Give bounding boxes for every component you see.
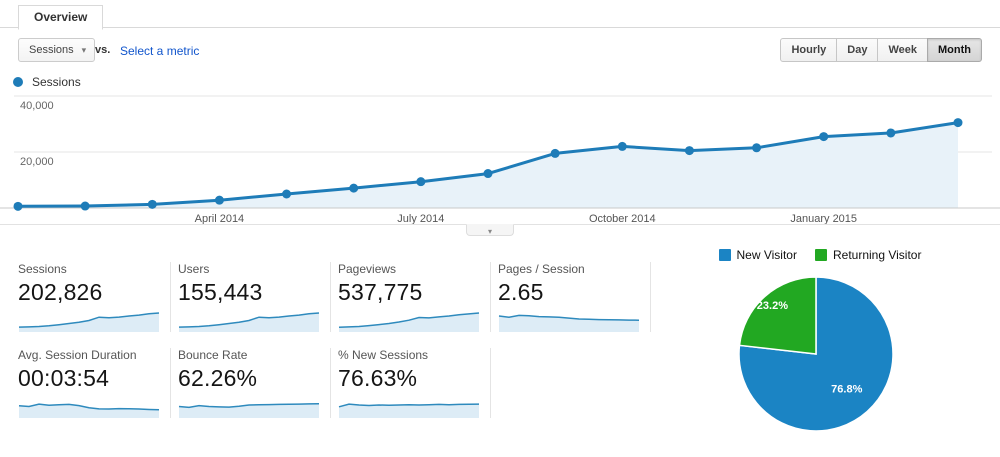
- metric-card-label: Pageviews: [338, 262, 397, 276]
- pie-slice-new-visitor[interactable]: [738, 276, 894, 432]
- x-axis-tick-label: January 2015: [790, 213, 857, 224]
- legend-label: Returning Visitor: [832, 248, 922, 262]
- metric-sparkline: [338, 312, 480, 332]
- legend-label: New Visitor: [736, 248, 797, 262]
- y-axis-tick-label: 20,000: [20, 156, 54, 168]
- chart-series-legend: Sessions: [13, 75, 81, 89]
- pie-legend: New Visitor Returning Visitor: [640, 248, 1000, 262]
- chart-point-dec-2014[interactable]: [752, 143, 762, 153]
- chart-point-feb-2015[interactable]: [886, 128, 896, 138]
- metric-card-sessions[interactable]: Sessions 202,826: [18, 262, 160, 334]
- metric-card-bounce-rate[interactable]: Bounce Rate 62.26%: [178, 348, 320, 420]
- chart-point-jan-2014[interactable]: [13, 201, 23, 211]
- metric-card-value: 76.63%: [338, 365, 418, 391]
- metric-card-value: 537,775: [338, 279, 423, 305]
- x-axis-tick-label: October 2014: [589, 213, 656, 224]
- pie-legend-entry-returning-visitor: Returning Visitor: [814, 248, 922, 262]
- card-divider: [330, 348, 331, 418]
- metric-sparkline: [18, 312, 160, 332]
- metric-card-value: 202,826: [18, 279, 103, 305]
- chart-point-jun-2014[interactable]: [349, 183, 359, 193]
- chart-point-jan-2015[interactable]: [819, 132, 829, 142]
- granularity-button-day[interactable]: Day: [836, 38, 879, 62]
- granularity-button-hourly[interactable]: Hourly: [780, 38, 838, 62]
- chart-point-feb-2014[interactable]: [80, 201, 90, 211]
- card-divider: [490, 262, 491, 332]
- sessions-line-chart: 20,000 40,000 April 2014 July 2014 October 2…: [0, 95, 1000, 224]
- metric-card-label: Bounce Rate: [178, 348, 248, 362]
- card-divider: [490, 348, 491, 418]
- chart-point-may-2014[interactable]: [282, 189, 292, 199]
- tabbar-divider: [0, 27, 1000, 28]
- metric-sparkline: [338, 403, 480, 418]
- chart-point-aug-2014[interactable]: [483, 169, 493, 179]
- toolbar: Sessions ▾ vs. Select a metric Hourly Day…: [0, 36, 1000, 64]
- metric-card-pages-session[interactable]: Pages / Session 2.65: [498, 262, 640, 334]
- chart-point-jul-2014[interactable]: [416, 177, 426, 187]
- metric-card-users[interactable]: Users 155,443: [178, 262, 320, 334]
- pie-slice-percentage-label: 76.8%: [831, 383, 862, 395]
- chevron-down-icon: ▾: [487, 227, 492, 236]
- chart-point-mar-2014[interactable]: [147, 199, 157, 209]
- metric-card-label: Pages / Session: [498, 262, 585, 276]
- metric-card-label: Sessions: [18, 262, 67, 276]
- vs-label: vs.: [95, 44, 111, 56]
- metric-card--new-sessions[interactable]: % New Sessions 76.63%: [338, 348, 480, 420]
- granularity-button-month[interactable]: Month: [927, 38, 982, 62]
- card-divider: [330, 262, 331, 332]
- card-divider: [650, 262, 651, 332]
- select-a-metric-link[interactable]: Select a metric: [120, 44, 200, 58]
- metric-card-value: 62.26%: [178, 365, 258, 391]
- chart-point-oct-2014[interactable]: [617, 141, 627, 151]
- chart-point-sep-2014[interactable]: [550, 148, 560, 158]
- card-divider: [170, 348, 171, 418]
- metric-sparkline: [498, 314, 640, 332]
- sessions-series-label: Sessions: [32, 75, 81, 89]
- pie-slice-returning-visitor[interactable]: [738, 276, 817, 355]
- card-divider: [170, 262, 171, 332]
- collapse-chart-handle[interactable]: ▾: [466, 224, 514, 236]
- metric-sparkline: [178, 403, 320, 418]
- chart-point-nov-2014[interactable]: [684, 146, 694, 156]
- legend-swatch-icon: [814, 249, 827, 261]
- metric-selector-value: Sessions: [29, 44, 74, 56]
- metric-card-avg-session-duration[interactable]: Avg. Session Duration 00:03:54: [18, 348, 160, 420]
- visitor-type-pie-chart: 76.8% 23.2%: [738, 276, 894, 432]
- metric-card-label: Avg. Session Duration: [18, 348, 137, 362]
- x-axis-tick-label: April 2014: [195, 213, 245, 224]
- tab-overview[interactable]: Overview: [18, 5, 104, 30]
- chart-point-apr-2014[interactable]: [214, 195, 224, 205]
- metric-card-value: 00:03:54: [18, 365, 110, 391]
- tab-overview-label: Overview: [34, 10, 88, 24]
- pie-legend-entry-new-visitor: New Visitor: [718, 248, 797, 262]
- y-axis-tick-label: 40,000: [20, 100, 54, 112]
- sessions-series-dot-icon: [13, 77, 23, 87]
- sessions-area-fill: [18, 122, 958, 208]
- metric-card-pageviews[interactable]: Pageviews 537,775: [338, 262, 480, 334]
- metric-sparkline: [178, 312, 320, 332]
- metric-card-value: 2.65: [498, 279, 544, 305]
- metric-sparkline: [18, 403, 160, 418]
- metric-card-label: % New Sessions: [338, 348, 429, 362]
- pie-slice-percentage-label: 23.2%: [757, 300, 788, 312]
- chart-point-mar-2015[interactable]: [953, 118, 963, 128]
- metric-card-value: 155,443: [178, 279, 263, 305]
- legend-swatch-icon: [718, 249, 731, 261]
- chevron-down-icon: ▾: [81, 44, 87, 55]
- metric-card-label: Users: [178, 262, 210, 276]
- x-axis-tick-label: July 2014: [397, 213, 444, 224]
- metric-selector-dropdown[interactable]: Sessions ▾: [18, 38, 96, 62]
- granularity-button-group: Hourly Day Week Month: [780, 38, 982, 62]
- granularity-button-week[interactable]: Week: [877, 38, 929, 62]
